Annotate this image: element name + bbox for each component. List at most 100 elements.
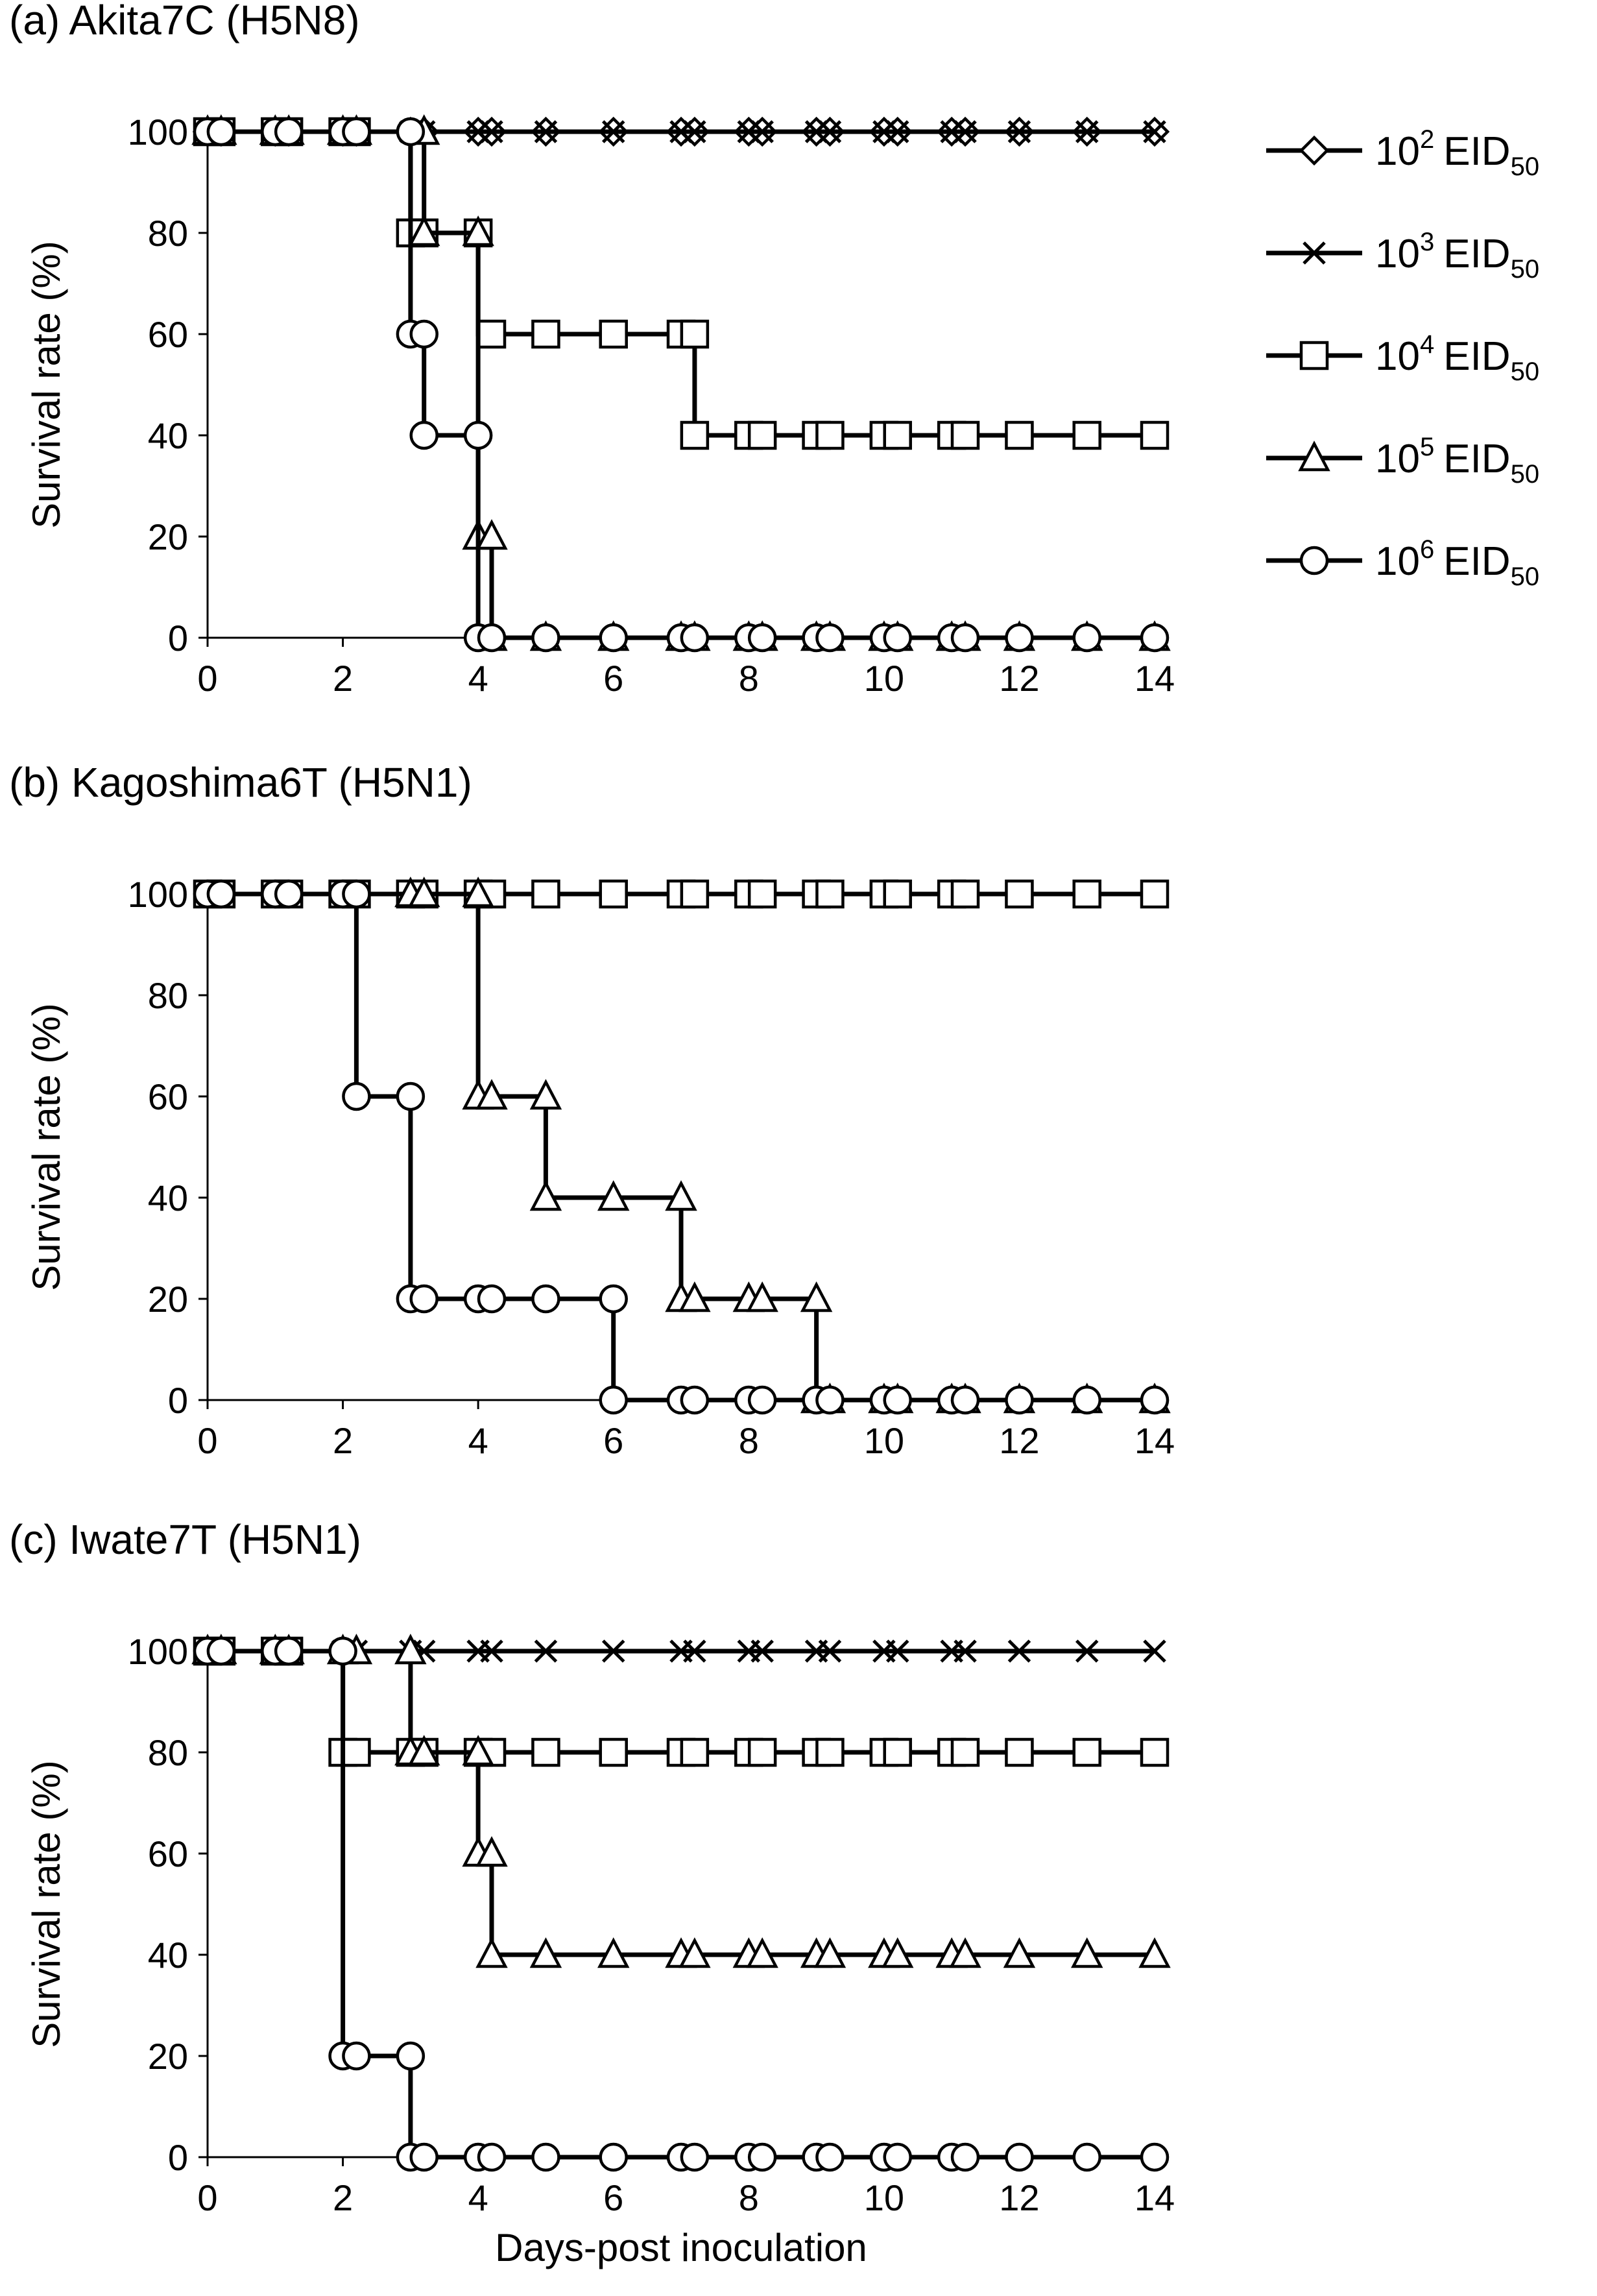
y-tick-label: 60 (148, 1076, 188, 1117)
data-point (534, 1639, 558, 1663)
data-point (599, 879, 628, 909)
data-point (531, 879, 560, 909)
data-point (1140, 879, 1170, 909)
data-point (599, 1737, 628, 1767)
legend: 102 EID50 103 EID50 104 EID50 105 EID50 106 EID50 (1266, 125, 1539, 591)
legend-label: 106 EID50 (1375, 535, 1539, 591)
data-point (480, 120, 503, 143)
data-point (747, 1385, 777, 1415)
data-point (599, 1284, 628, 1314)
legend-label: 102 EID50 (1375, 125, 1539, 181)
y-tick-label: 80 (148, 1732, 188, 1773)
series-line (208, 129, 1155, 640)
data-point (206, 1636, 236, 1666)
y-tick-label: 40 (148, 1178, 188, 1218)
data-point (394, 1634, 427, 1665)
x-tick-label: 14 (1135, 658, 1175, 699)
data-point (463, 420, 493, 450)
data-point (883, 879, 912, 909)
data-point (815, 2142, 845, 2172)
data-point (747, 879, 777, 909)
y-tick-label: 60 (148, 314, 188, 355)
data-point (409, 319, 438, 349)
data-point (1140, 2142, 1170, 2172)
y-tick-label: 100 (128, 112, 188, 152)
legend-marker (1299, 135, 1330, 166)
legend-label: 103 EID50 (1375, 228, 1539, 284)
data-point (950, 1737, 980, 1767)
x-tick-label: 0 (197, 2177, 217, 2218)
data-point (1140, 420, 1170, 450)
data-point (883, 2142, 912, 2172)
legend-marker (1303, 241, 1326, 265)
x-tick-label: 4 (468, 1420, 488, 1461)
data-point (475, 1937, 508, 1968)
data-point (815, 1737, 845, 1767)
data-point (1007, 120, 1031, 143)
panel-title: (b) Kagoshima6T (H5N1) (9, 759, 472, 806)
data-point (949, 1937, 981, 1968)
panel-1: (a) Akita7C (H5N8) 0 20 40 60 80 100 0 2 4 6 8 10 12 1… (9, 0, 1175, 699)
data-point (597, 1180, 630, 1211)
data-point (1140, 1385, 1170, 1415)
data-point (477, 319, 507, 349)
x-tick-label: 12 (999, 2177, 1039, 2218)
data-point (1005, 420, 1034, 450)
data-point (1005, 623, 1034, 653)
data-point (950, 879, 980, 909)
x-tick-label: 4 (468, 658, 488, 699)
data-point (1003, 1937, 1036, 1968)
data-point (750, 1639, 774, 1663)
data-point (883, 1737, 912, 1767)
data-point (1005, 2142, 1034, 2172)
data-point (1070, 1937, 1103, 1968)
data-point (680, 1385, 710, 1415)
series-line (208, 1649, 1155, 1957)
data-point (680, 420, 710, 450)
data-point (680, 2142, 710, 2172)
data-point (529, 1937, 562, 1968)
x-tick-label: 10 (864, 2177, 904, 2218)
data-point (407, 1735, 440, 1766)
legend-marker (1299, 341, 1329, 370)
data-point (274, 117, 304, 147)
data-point (601, 1639, 625, 1663)
data-point (342, 2041, 371, 2071)
data-point (531, 1284, 560, 1314)
data-point (680, 879, 710, 909)
data-point (680, 319, 710, 349)
y-tick-label: 20 (148, 1279, 188, 1320)
y-tick-label: 0 (168, 618, 188, 659)
data-point (396, 1082, 426, 1111)
data-point (475, 1836, 508, 1867)
data-point (746, 1281, 778, 1312)
y-tick-label: 20 (148, 2036, 188, 2077)
data-point (342, 1082, 371, 1111)
data-point (950, 623, 980, 653)
y-tick-label: 0 (168, 1380, 188, 1421)
x-tick-label: 8 (739, 658, 759, 699)
panel-3: (c) Iwate7T (H5N1) 0 20 40 60 80 100 0 2 4 6 8 10 12 1… (9, 1516, 1175, 2269)
data-point (599, 319, 628, 349)
data-point (1072, 1385, 1101, 1415)
y-tick-label: 80 (148, 975, 188, 1016)
data-point (1072, 879, 1101, 909)
data-point (746, 1937, 778, 1968)
data-point (534, 120, 558, 143)
legend-label: 104 EID50 (1375, 330, 1539, 386)
data-point (1072, 2142, 1101, 2172)
data-point (475, 1079, 508, 1110)
data-point (678, 1281, 711, 1312)
series-line (208, 891, 1155, 1403)
x-tick-label: 2 (333, 1420, 353, 1461)
data-point (462, 876, 494, 908)
data-point (747, 420, 777, 450)
y-tick-label: 80 (148, 213, 188, 254)
data-point (1005, 1385, 1034, 1415)
data-point (815, 420, 845, 450)
data-point (750, 120, 774, 143)
data-point (883, 420, 912, 450)
data-point (477, 2142, 507, 2172)
data-point (1072, 623, 1101, 653)
x-axis-title: Days-post inoculation (495, 2226, 867, 2269)
